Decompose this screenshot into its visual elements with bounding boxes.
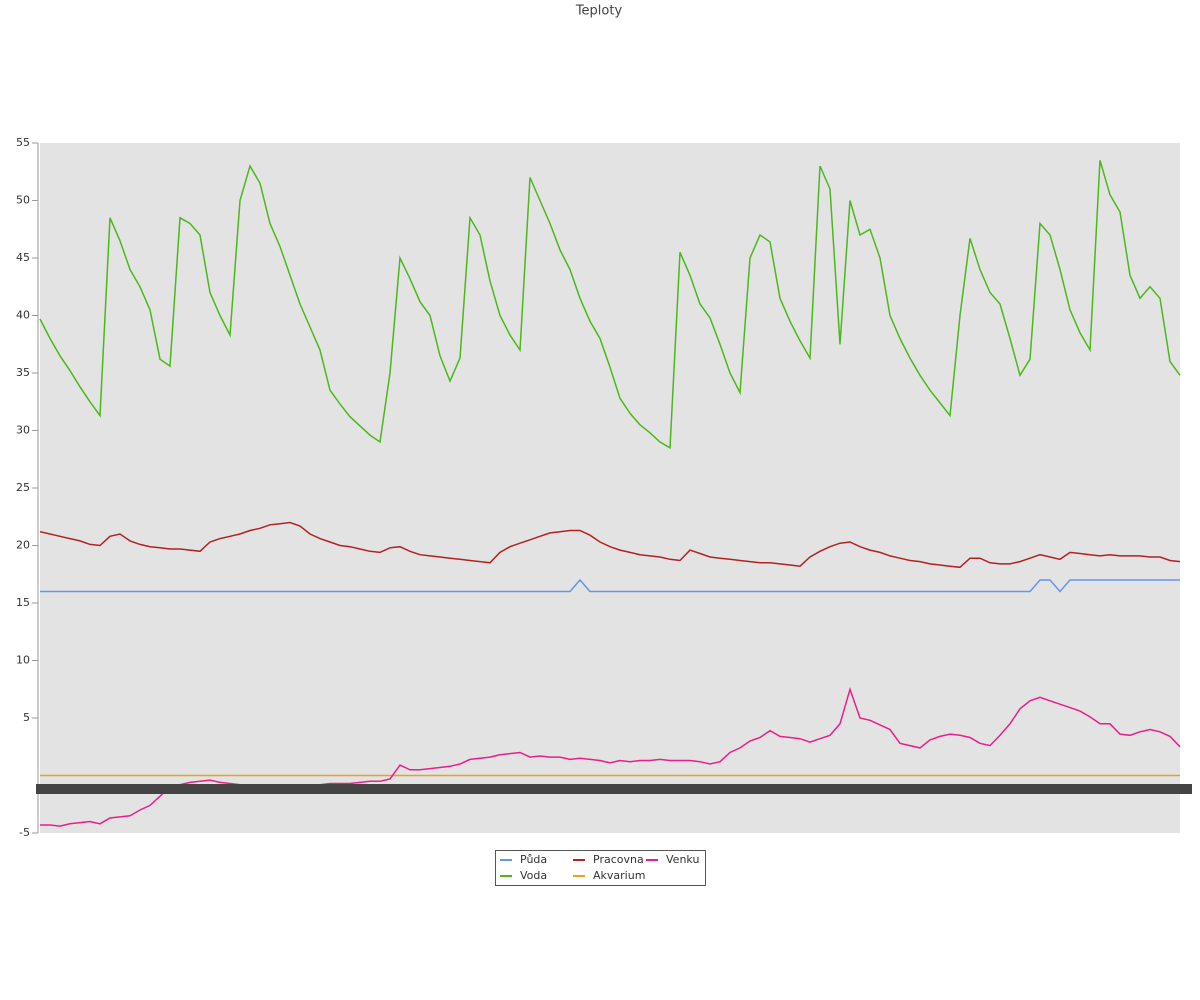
x-axis-labels-overlap	[36, 784, 1192, 794]
series-line	[40, 578, 1180, 593]
legend-label: Voda	[520, 869, 547, 882]
legend-label: Pracovna	[593, 853, 644, 866]
y-tick-label: 25	[16, 481, 30, 494]
chart-title: Teploty	[575, 4, 623, 19]
legend	[495, 850, 706, 886]
y-tick-label: 30	[16, 424, 30, 437]
y-tick-label: -5	[19, 826, 30, 839]
series-line	[39, 160, 1181, 450]
y-tick-label: 15	[16, 596, 30, 609]
y-tick-label: 50	[16, 194, 30, 207]
y-tick-label: 20	[16, 539, 30, 552]
series-group	[39, 160, 1181, 827]
y-tick-label: 55	[16, 136, 30, 149]
legend-label: Akvarium	[593, 869, 645, 882]
series-line	[39, 521, 1181, 569]
series-line	[40, 686, 1181, 827]
legend-label: Půda	[520, 853, 547, 866]
y-tick-label: 35	[16, 366, 30, 379]
plot-area	[40, 143, 1180, 833]
y-tick-label: 45	[16, 251, 30, 264]
y-tick-label: 5	[23, 711, 30, 724]
y-tick-label: 40	[16, 309, 30, 322]
y-tick-label: 10	[16, 654, 30, 667]
legend-label: Venku	[666, 853, 699, 866]
